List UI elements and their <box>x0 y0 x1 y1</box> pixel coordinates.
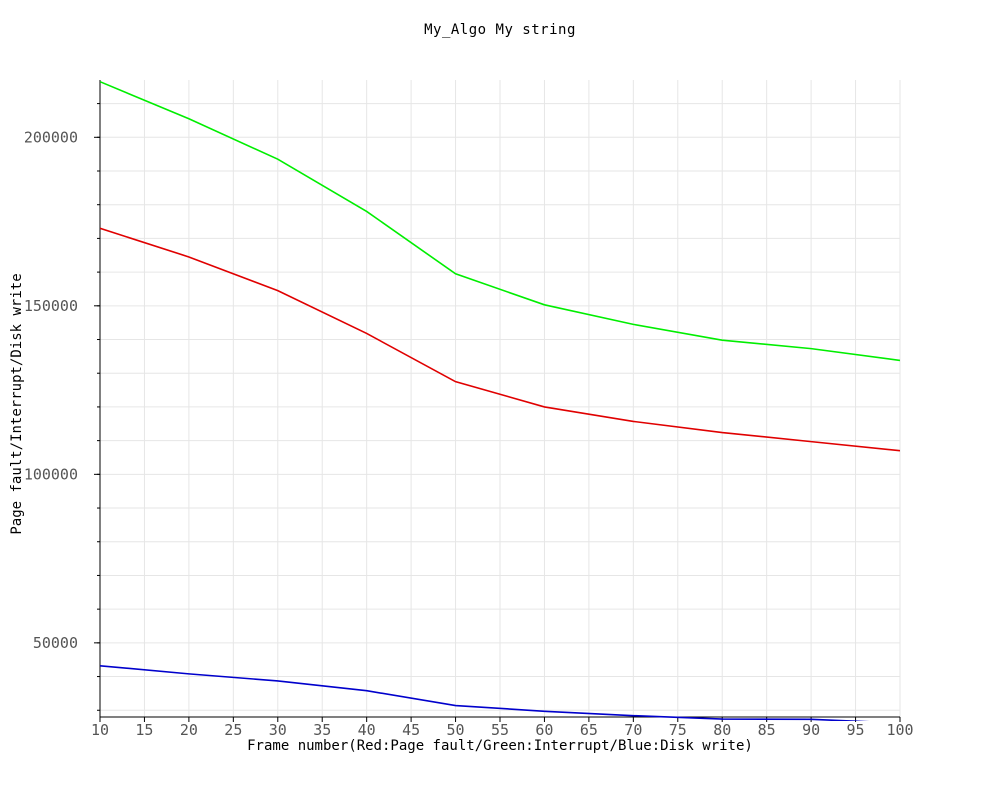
x-tick-label: 65 <box>580 721 598 739</box>
x-tick-label: 35 <box>313 721 331 739</box>
y-tick-label: 200000 <box>24 128 78 146</box>
y-axis-label: Page fault/Interrupt/Disk write <box>9 273 25 535</box>
x-tick-label: 75 <box>669 721 687 739</box>
y-tick-label: 100000 <box>24 465 78 483</box>
x-tick-label: 45 <box>402 721 420 739</box>
x-tick-label: 95 <box>847 721 865 739</box>
x-tick-label: 85 <box>758 721 776 739</box>
x-tick-label: 20 <box>180 721 198 739</box>
x-tick-label: 100 <box>886 721 913 739</box>
x-tick-label: 70 <box>624 721 642 739</box>
x-axis-label: Frame number(Red:Page fault/Green:Interr… <box>247 738 753 754</box>
x-tick-label: 15 <box>135 721 153 739</box>
y-tick-label: 50000 <box>33 634 78 652</box>
x-tick-label: 50 <box>447 721 465 739</box>
series-line <box>100 227 900 452</box>
x-tick-label: 55 <box>491 721 509 739</box>
x-tick-label: 80 <box>713 721 731 739</box>
x-tick-label: 10 <box>91 721 109 739</box>
x-tick-label: 40 <box>358 721 376 739</box>
x-tick-label: 60 <box>535 721 553 739</box>
series-line <box>100 80 900 362</box>
x-tick-label: 25 <box>224 721 242 739</box>
chart-title: My_Algo My string <box>424 22 576 38</box>
x-tick-label: 30 <box>269 721 287 739</box>
x-tick-label: 90 <box>802 721 820 739</box>
series-line <box>100 664 870 721</box>
y-tick-label: 150000 <box>24 297 78 315</box>
